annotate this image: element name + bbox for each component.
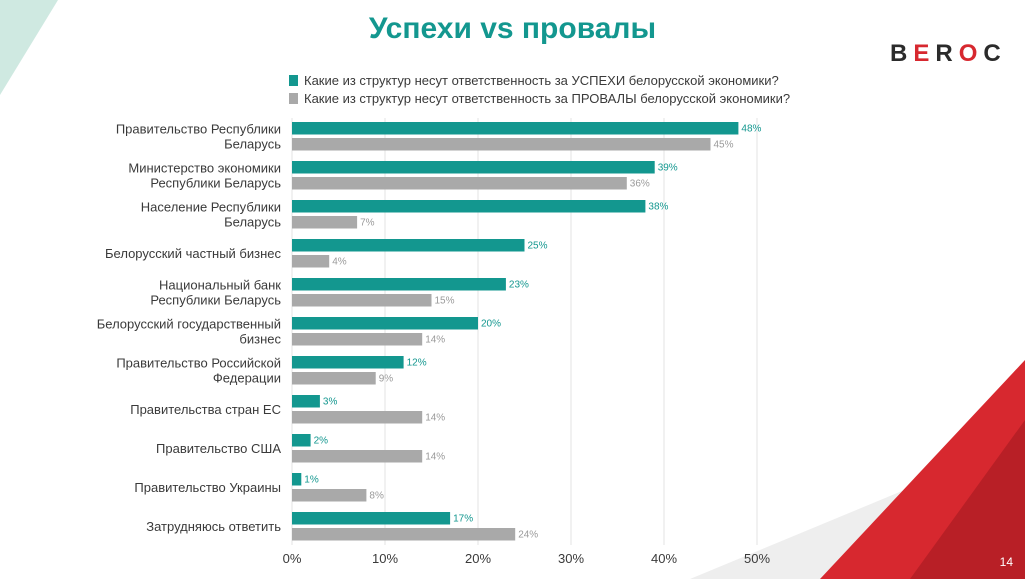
x-tick-label: 0%	[283, 551, 302, 566]
legend-swatch-success	[289, 74, 298, 86]
data-label-success: 2%	[314, 436, 329, 447]
bar-success	[292, 473, 302, 486]
page-number: 14	[999, 555, 1013, 569]
data-label-success: 23%	[509, 280, 529, 291]
bar-failure	[292, 333, 423, 346]
logo-letter: C	[983, 40, 1007, 67]
category-label: Белорусский государственный бизнес	[97, 316, 282, 346]
data-label-success: 17%	[453, 514, 473, 525]
bar-failure	[292, 528, 516, 541]
x-tick-label: 20%	[465, 551, 491, 566]
legend-label-failure: Какие из структур несут ответственность …	[304, 90, 791, 106]
logo-letter: R	[935, 40, 959, 67]
data-label-success: 1%	[304, 475, 319, 486]
bar-success	[292, 512, 451, 525]
data-label-success: 12%	[407, 358, 427, 369]
legend-swatch-failure	[289, 92, 298, 104]
bar-success	[292, 395, 320, 408]
bar-failure	[292, 294, 432, 307]
data-label-failure: 14%	[425, 452, 445, 463]
data-label-failure: 36%	[630, 179, 650, 190]
data-label-success: 39%	[658, 163, 678, 174]
category-label: Затрудняюсь ответить	[146, 519, 281, 534]
bar-failure	[292, 138, 711, 151]
bar-success	[292, 434, 311, 447]
bar-failure	[292, 177, 627, 190]
bar-failure	[292, 411, 423, 424]
bar-success	[292, 239, 525, 252]
data-label-failure: 24%	[518, 530, 538, 541]
data-label-success: 20%	[481, 319, 501, 330]
legend-item-failure: Какие из структур несут ответственность …	[289, 89, 790, 107]
bar-success	[292, 278, 506, 291]
category-label: Правительство Российской Федерации	[116, 355, 281, 385]
beroc-logo: BEROC	[890, 40, 1007, 68]
category-label: Национальный банк Республики Беларусь	[150, 277, 281, 307]
data-label-failure: 8%	[369, 491, 384, 502]
category-label: Население Республики Беларусь	[141, 199, 281, 229]
data-label-success: 38%	[648, 202, 668, 213]
decor-red-shade	[910, 420, 1025, 579]
logo-letter: E	[913, 40, 936, 67]
bar-failure	[292, 450, 423, 463]
category-label: Правительства стран ЕС	[130, 402, 281, 417]
x-tick-label: 10%	[372, 551, 398, 566]
logo-letter: O	[958, 40, 984, 67]
bar-failure	[292, 216, 358, 229]
data-label-success: 48%	[741, 124, 761, 135]
category-label: Правительство Республики Беларусь	[116, 121, 281, 151]
logo-letter: B	[890, 40, 914, 67]
legend-item-success: Какие из структур несут ответственность …	[289, 71, 790, 89]
data-label-failure: 14%	[425, 335, 445, 346]
bar-success	[292, 356, 404, 369]
data-label-failure: 45%	[714, 140, 734, 151]
category-label: Министерство экономики Республики Беларус…	[128, 160, 281, 190]
bar-success	[292, 200, 646, 213]
bar-failure	[292, 489, 367, 502]
slide-title: Успехи vs провалы	[368, 12, 657, 45]
x-tick-label: 30%	[558, 551, 584, 566]
bar-success	[292, 317, 478, 330]
data-label-success: 25%	[528, 241, 548, 252]
decor-mint-triangle	[0, 0, 58, 95]
x-tick-label: 40%	[651, 551, 677, 566]
data-label-failure: 4%	[332, 257, 347, 268]
data-label-failure: 7%	[360, 218, 375, 229]
legend-label-success: Какие из структур несут ответственность …	[304, 72, 779, 88]
bar-failure	[292, 372, 376, 385]
bar-success	[292, 161, 655, 174]
category-label: Белорусский частный бизнес	[105, 246, 281, 261]
x-tick-label: 50%	[744, 551, 770, 566]
category-label: Правительство Украины	[134, 480, 281, 495]
bar-success	[292, 122, 739, 135]
data-label-success: 3%	[323, 397, 338, 408]
data-label-failure: 15%	[435, 296, 455, 307]
data-label-failure: 9%	[379, 374, 394, 385]
chart-legend: Какие из структур несут ответственность …	[289, 71, 790, 107]
category-label: Правительство США	[156, 441, 281, 456]
data-label-failure: 14%	[425, 413, 445, 424]
bar-failure	[292, 255, 330, 268]
